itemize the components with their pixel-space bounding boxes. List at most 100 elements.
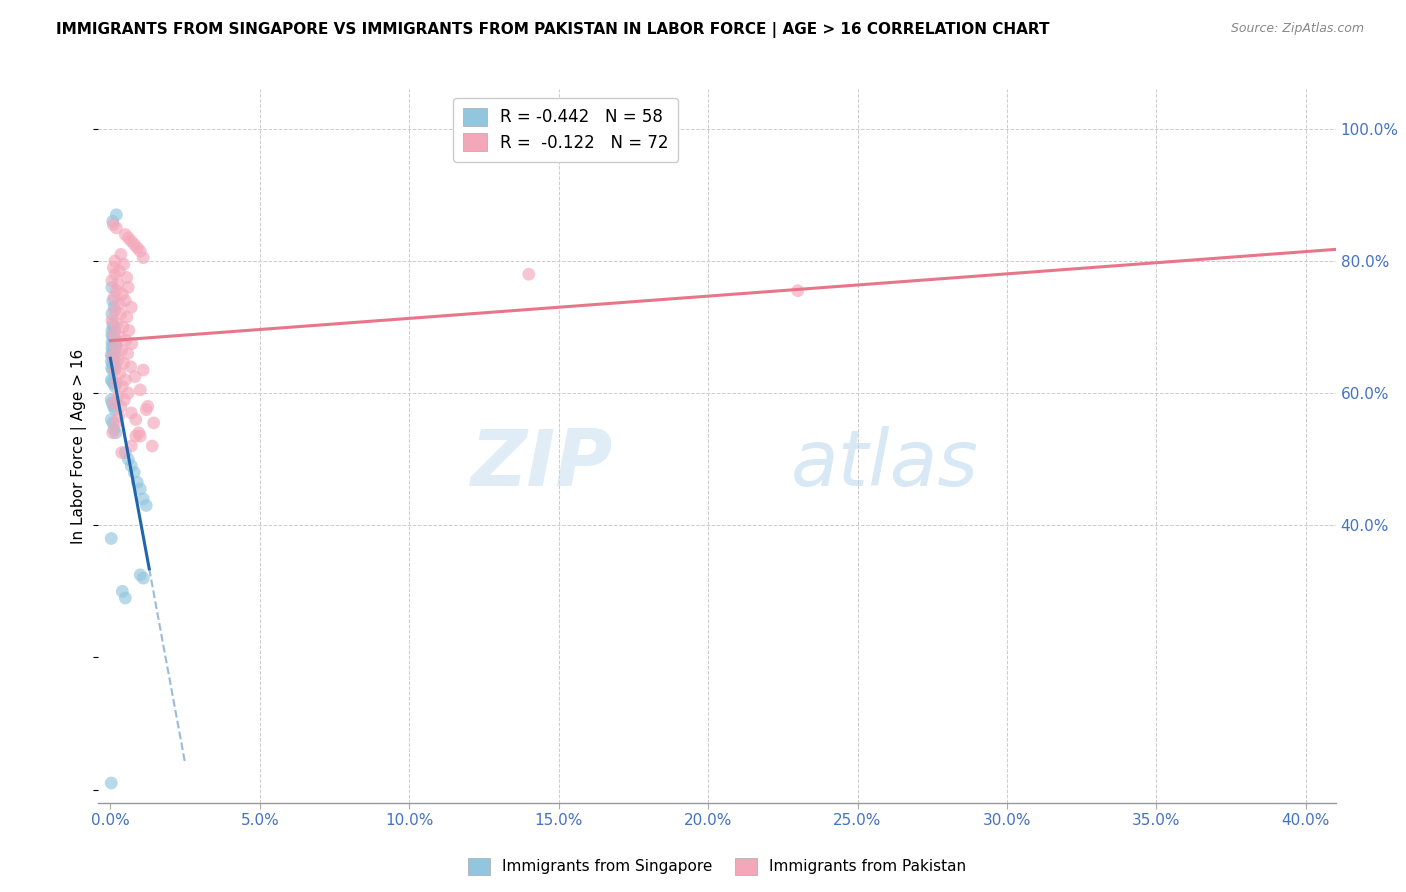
Point — [129, 567, 152, 582]
Point — [127, 241, 149, 255]
Point — [108, 330, 131, 344]
Point — [107, 389, 129, 403]
Point — [101, 317, 124, 331]
Point — [100, 776, 122, 790]
Point — [104, 323, 127, 337]
Point — [101, 341, 124, 355]
Point — [129, 429, 152, 443]
Point — [141, 439, 163, 453]
Point — [117, 346, 139, 360]
Point — [101, 425, 124, 440]
Point — [103, 376, 125, 391]
Point — [115, 270, 138, 285]
Point — [110, 307, 132, 321]
Point — [100, 412, 122, 426]
Point — [120, 359, 142, 374]
Point — [104, 338, 127, 352]
Point — [100, 354, 122, 368]
Y-axis label: In Labor Force | Age > 16: In Labor Force | Age > 16 — [70, 349, 87, 543]
Point — [118, 323, 141, 337]
Point — [101, 350, 124, 364]
Point — [104, 363, 127, 377]
Point — [105, 221, 128, 235]
Point — [110, 400, 132, 414]
Point — [107, 277, 129, 292]
Point — [101, 307, 124, 321]
Point — [104, 346, 127, 360]
Point — [105, 284, 128, 298]
Point — [108, 297, 131, 311]
Point — [111, 584, 134, 599]
Point — [111, 445, 134, 459]
Point — [104, 379, 127, 393]
Point — [101, 343, 124, 358]
Point — [124, 237, 146, 252]
Point — [103, 351, 125, 365]
Point — [111, 320, 134, 334]
Point — [114, 293, 136, 308]
Point — [101, 335, 124, 350]
Text: Source: ZipAtlas.com: Source: ZipAtlas.com — [1230, 22, 1364, 36]
Point — [115, 333, 138, 347]
Point — [117, 280, 139, 294]
Point — [108, 264, 131, 278]
Point — [104, 416, 127, 430]
Point — [107, 353, 129, 368]
Point — [103, 422, 125, 436]
Point — [101, 416, 124, 430]
Point — [103, 320, 125, 334]
Point — [132, 251, 155, 265]
Point — [111, 287, 134, 301]
Point — [104, 425, 127, 440]
Point — [101, 214, 124, 228]
Point — [103, 300, 125, 314]
Text: atlas: atlas — [792, 425, 979, 502]
Point — [101, 313, 124, 327]
Point — [117, 231, 139, 245]
Point — [101, 356, 124, 370]
Point — [100, 348, 122, 362]
Point — [103, 358, 125, 372]
Point — [124, 466, 146, 480]
Point — [104, 267, 127, 281]
Point — [115, 310, 138, 325]
Point — [128, 425, 150, 440]
Point — [129, 244, 152, 258]
Point — [103, 290, 125, 304]
Point — [103, 336, 125, 351]
Point — [120, 458, 142, 473]
Point — [114, 591, 136, 605]
Text: IMMIGRANTS FROM SINGAPORE VS IMMIGRANTS FROM PAKISTAN IN LABOR FORCE | AGE > 16 : IMMIGRANTS FROM SINGAPORE VS IMMIGRANTS … — [56, 22, 1050, 38]
Point — [101, 280, 124, 294]
Point — [112, 356, 135, 370]
Point — [104, 303, 127, 318]
Point — [103, 400, 125, 414]
Legend: Immigrants from Singapore, Immigrants from Pakistan: Immigrants from Singapore, Immigrants fr… — [463, 852, 972, 880]
Point — [112, 257, 135, 271]
Point — [103, 396, 125, 410]
Point — [104, 254, 127, 268]
Point — [104, 402, 127, 417]
Point — [100, 373, 122, 387]
Point — [127, 475, 149, 490]
Point — [114, 445, 136, 459]
Point — [101, 330, 124, 344]
Point — [101, 323, 124, 337]
Point — [114, 227, 136, 242]
Point — [101, 293, 124, 308]
Point — [103, 353, 125, 368]
Point — [132, 491, 155, 506]
Point — [103, 260, 125, 275]
Point — [132, 571, 155, 585]
Text: ZIP: ZIP — [470, 425, 612, 502]
Point — [103, 218, 125, 232]
Point — [104, 359, 127, 374]
Point — [121, 336, 143, 351]
Point — [103, 326, 125, 341]
Point — [101, 374, 124, 388]
Point — [124, 369, 146, 384]
Point — [103, 344, 125, 359]
Point — [101, 363, 124, 377]
Point — [100, 392, 122, 407]
Point — [786, 284, 808, 298]
